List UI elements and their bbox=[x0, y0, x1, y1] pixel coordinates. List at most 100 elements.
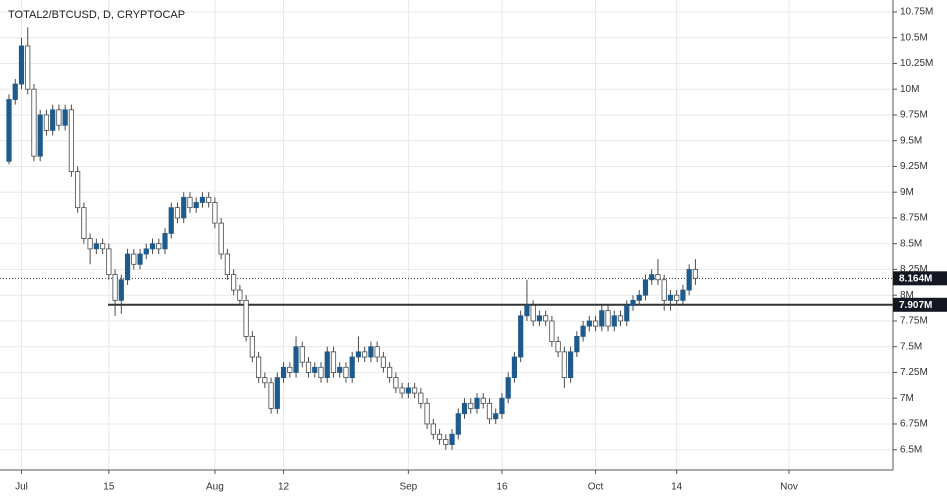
candle-body bbox=[274, 377, 280, 409]
y-tick-label: 10.75M bbox=[900, 7, 933, 18]
candle-body bbox=[37, 114, 43, 157]
candle-body bbox=[299, 346, 305, 363]
candle-body bbox=[667, 294, 674, 301]
candle-body bbox=[586, 320, 592, 327]
candle-body bbox=[149, 243, 156, 250]
candle-body bbox=[624, 305, 630, 322]
candle-body bbox=[599, 310, 605, 327]
candle-body bbox=[206, 196, 212, 203]
candle-body bbox=[493, 413, 499, 420]
candle-body bbox=[380, 356, 387, 368]
candle-body bbox=[280, 366, 287, 379]
x-tick-label: 16 bbox=[496, 482, 508, 493]
candle-body bbox=[611, 315, 617, 327]
candle-body bbox=[118, 279, 124, 301]
candle-body bbox=[305, 361, 312, 373]
candle-body bbox=[106, 248, 112, 276]
candle-body bbox=[455, 413, 461, 435]
y-tick-label: 7.5M bbox=[900, 341, 922, 352]
candle-body bbox=[436, 433, 443, 440]
candle-body bbox=[649, 274, 655, 281]
candle-body bbox=[337, 366, 343, 373]
candle-body bbox=[143, 248, 149, 255]
candle-body bbox=[686, 269, 692, 291]
candle-body bbox=[674, 294, 680, 301]
candle-body bbox=[343, 366, 349, 379]
candle-body bbox=[393, 377, 399, 389]
price-label-box bbox=[893, 297, 947, 312]
candle-body bbox=[518, 315, 524, 358]
candle-body bbox=[124, 253, 131, 281]
candle-body bbox=[75, 171, 81, 209]
y-tick-label: 7.25M bbox=[900, 367, 928, 378]
candle-body bbox=[355, 351, 362, 358]
x-tick-label: 12 bbox=[278, 482, 290, 493]
candles bbox=[0, 27, 893, 450]
candle-body bbox=[461, 402, 468, 415]
candle-body bbox=[430, 423, 436, 435]
candle-body bbox=[43, 114, 50, 131]
candle-body bbox=[692, 269, 699, 279]
x-tick-label: Oct bbox=[588, 482, 604, 493]
candle-body bbox=[568, 351, 574, 379]
candle-body bbox=[287, 366, 293, 373]
candle-body bbox=[131, 253, 137, 265]
candle-body bbox=[193, 202, 199, 209]
candle-body bbox=[262, 377, 268, 384]
candle-body bbox=[318, 366, 324, 379]
candle-body bbox=[636, 294, 642, 301]
y-tick-label: 8.25M bbox=[900, 264, 928, 275]
candle-body bbox=[511, 356, 518, 379]
candle-body bbox=[237, 289, 243, 301]
candle-body bbox=[112, 274, 118, 301]
candle-body bbox=[268, 382, 274, 409]
candle-body bbox=[505, 377, 511, 399]
candle-body bbox=[555, 341, 561, 353]
candle-body bbox=[655, 274, 661, 281]
candle-body bbox=[162, 233, 168, 250]
x-tick-label: Jul bbox=[15, 482, 28, 493]
candle-body bbox=[486, 402, 493, 420]
candle-body bbox=[549, 320, 555, 342]
candle-body bbox=[543, 315, 549, 322]
y-tick-label: 7M bbox=[900, 393, 914, 404]
y-tick-label: 7.75M bbox=[900, 316, 928, 327]
candle-body bbox=[224, 253, 230, 276]
candle-body bbox=[617, 315, 624, 322]
candle-body bbox=[81, 207, 87, 239]
candle-body bbox=[212, 202, 218, 224]
y-tick-label: 10.5M bbox=[900, 32, 928, 43]
candle-body bbox=[642, 279, 649, 296]
candle-body bbox=[18, 45, 25, 85]
y-tick-label: 6.75M bbox=[900, 419, 928, 430]
price-label: 8.164M bbox=[899, 273, 932, 284]
candle-body bbox=[374, 346, 380, 358]
candle-body bbox=[255, 356, 262, 379]
candle-body bbox=[174, 207, 181, 219]
candle-body bbox=[231, 274, 237, 291]
candle-body bbox=[312, 366, 318, 373]
candle-body bbox=[218, 222, 224, 255]
candle-body bbox=[87, 238, 93, 250]
candle-body bbox=[199, 196, 206, 203]
x-tick-label: Sep bbox=[399, 482, 417, 493]
y-tick-label: 9.25M bbox=[900, 161, 928, 172]
candle-body bbox=[418, 392, 424, 404]
candle-body bbox=[293, 346, 299, 373]
x-tick-label: 15 bbox=[103, 482, 115, 493]
candle-body bbox=[592, 320, 599, 327]
y-tick-label: 10.25M bbox=[900, 58, 933, 69]
price-label: 7.907M bbox=[899, 300, 932, 311]
candle-body bbox=[56, 109, 62, 126]
candle-body bbox=[249, 336, 255, 358]
candle-body bbox=[474, 397, 480, 409]
candle-body bbox=[399, 387, 405, 394]
candle-body bbox=[349, 356, 355, 379]
candle-body bbox=[68, 109, 74, 173]
y-tick-label: 10M bbox=[900, 84, 919, 95]
y-tick-label: 8M bbox=[900, 290, 914, 301]
x-tick-label: Nov bbox=[780, 482, 798, 493]
candle-body bbox=[181, 196, 187, 219]
